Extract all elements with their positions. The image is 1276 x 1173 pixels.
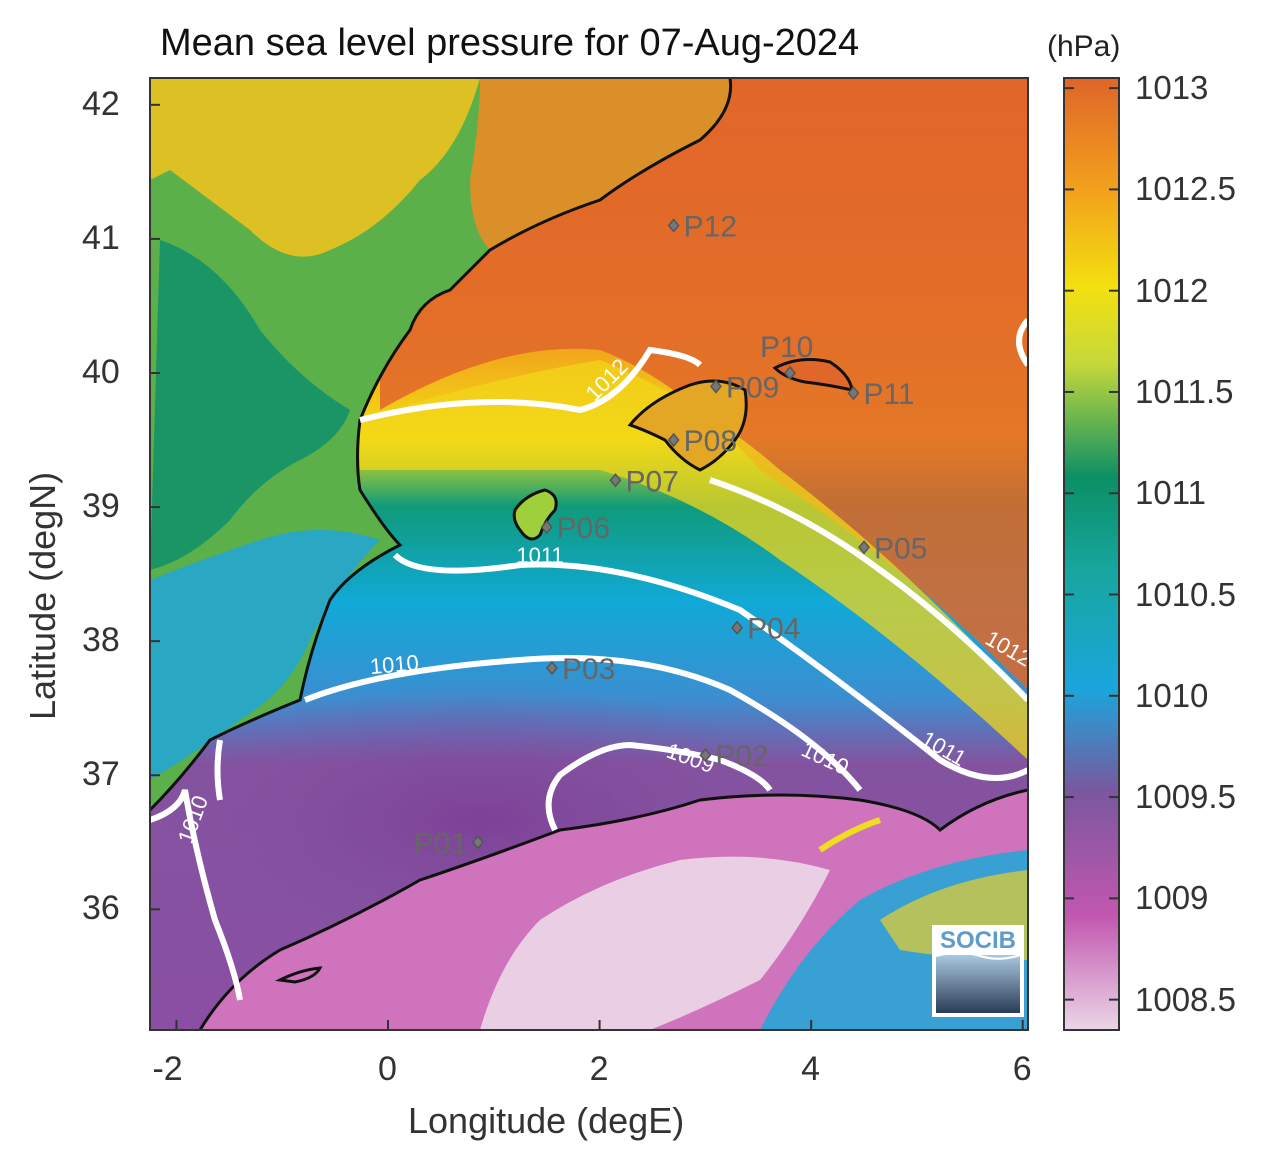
station-label: P11 bbox=[863, 378, 914, 411]
colorbar-tick-label: 1013 bbox=[1135, 69, 1209, 107]
station-marker bbox=[847, 385, 860, 401]
y-tick-label: 36 bbox=[82, 889, 120, 928]
station-marker bbox=[709, 379, 722, 394]
station-label: P10 bbox=[760, 331, 813, 364]
station-p05: P05 bbox=[858, 532, 927, 565]
x-tick-label: 4 bbox=[801, 1050, 821, 1088]
station-marker bbox=[784, 365, 796, 381]
station-marker bbox=[471, 835, 484, 850]
x-tick-label: 6 bbox=[1012, 1050, 1032, 1088]
colorbar-ticks bbox=[1064, 87, 1119, 1001]
station-label: P07 bbox=[625, 465, 678, 498]
colorbar-tick-label: 1008.5 bbox=[1135, 980, 1236, 1018]
socib-logo-text: SOCIB bbox=[940, 927, 1016, 954]
station-p03: P03 bbox=[545, 653, 615, 686]
station-label: P08 bbox=[684, 425, 737, 458]
colorbar-tick-label: 1009 bbox=[1135, 879, 1209, 917]
y-tick-label: 37 bbox=[82, 755, 120, 794]
x-axis-label: Longitude (degE) bbox=[408, 1100, 685, 1141]
station-marker bbox=[858, 540, 871, 555]
station-p02: P02 bbox=[699, 740, 769, 773]
y-tick-label: 39 bbox=[82, 487, 120, 526]
isobar-label: 1010 bbox=[369, 650, 420, 679]
island-alboran bbox=[274, 966, 323, 984]
plot-frame bbox=[149, 77, 1029, 1031]
colorbar-tick-label: 1011 bbox=[1135, 474, 1206, 512]
x-tick-label: 0 bbox=[378, 1050, 397, 1088]
station-label: P09 bbox=[726, 371, 779, 404]
station-p06: P06 bbox=[540, 512, 610, 545]
station-p08: P08 bbox=[667, 425, 737, 458]
station-label: P04 bbox=[747, 613, 800, 646]
station-label: P02 bbox=[715, 740, 768, 773]
colorbar-tick-label: 1009.5 bbox=[1135, 778, 1236, 816]
station-label: P06 bbox=[557, 512, 610, 545]
island-mallorca bbox=[627, 379, 748, 472]
station-p09: P09 bbox=[709, 371, 779, 404]
station-p11: P11 bbox=[847, 378, 915, 411]
colorbar-unit: (hPa) bbox=[1047, 30, 1121, 63]
y-tick-label: 40 bbox=[82, 352, 120, 391]
station-label: P01 bbox=[414, 827, 467, 860]
socib-logo: SOCIB bbox=[932, 925, 1024, 1017]
colorbar-tick-label: 1011.5 bbox=[1135, 372, 1234, 410]
station-p10: P10 bbox=[760, 331, 813, 381]
colorbar-tick-label: 1012 bbox=[1135, 271, 1209, 309]
colorbar bbox=[1063, 77, 1120, 1031]
colorbar-tick-label: 1010 bbox=[1135, 676, 1209, 714]
colorbar-tick-label: 1010.5 bbox=[1135, 575, 1236, 613]
station-p12: P12 bbox=[667, 210, 737, 243]
x-tick-label: 2 bbox=[589, 1050, 609, 1088]
y-axis-label: Latitude (degN) bbox=[22, 471, 63, 720]
station-label: P03 bbox=[562, 653, 615, 686]
station-marker bbox=[731, 620, 744, 635]
y-tick-label: 38 bbox=[82, 621, 120, 660]
x-tick-label: -2 bbox=[152, 1050, 183, 1088]
y-tick-label: 41 bbox=[82, 218, 120, 257]
coastline-africa bbox=[198, 788, 1028, 1030]
y-tick-label: 42 bbox=[82, 84, 120, 123]
station-marker bbox=[667, 432, 680, 448]
isobar-label: 1011 bbox=[516, 543, 563, 568]
colorbar-tick-label: 1012.5 bbox=[1135, 170, 1236, 208]
station-label: P05 bbox=[874, 532, 927, 565]
station-p01: P01 bbox=[414, 827, 484, 860]
axis-ticks bbox=[150, 103, 1024, 1030]
station-marker bbox=[699, 747, 712, 763]
station-marker bbox=[667, 218, 680, 233]
station-marker bbox=[540, 520, 553, 535]
station-p07: P07 bbox=[609, 465, 679, 498]
station-label: P12 bbox=[684, 210, 737, 243]
station-marker bbox=[609, 473, 622, 488]
map-title: Mean sea level pressure for 07-Aug-2024 bbox=[160, 22, 860, 64]
station-marker bbox=[545, 660, 558, 676]
station-p04: P04 bbox=[731, 613, 800, 646]
